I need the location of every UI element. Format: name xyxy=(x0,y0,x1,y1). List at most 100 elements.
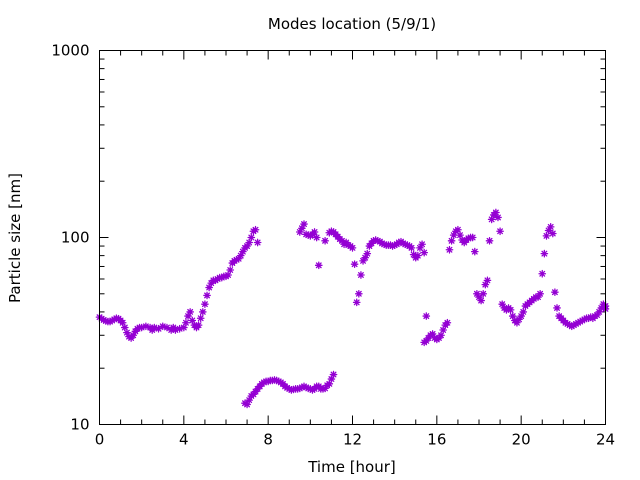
data-point xyxy=(357,271,365,279)
data-point xyxy=(230,257,239,265)
data-point xyxy=(325,379,334,388)
data-point xyxy=(226,266,235,274)
data-point xyxy=(245,396,254,404)
data-point xyxy=(194,321,203,329)
data-point xyxy=(506,306,515,314)
data-point xyxy=(595,308,604,316)
data-point xyxy=(354,289,363,298)
data-point xyxy=(593,311,601,319)
data-point xyxy=(171,326,180,334)
data-point xyxy=(576,317,585,326)
data-point xyxy=(388,242,397,250)
data-point xyxy=(272,376,281,385)
data-point xyxy=(247,233,256,242)
data-point xyxy=(175,324,184,333)
data-point xyxy=(239,247,247,256)
data-point xyxy=(561,318,570,327)
data-point xyxy=(496,227,504,236)
data-point xyxy=(110,315,119,324)
data-point xyxy=(154,324,163,333)
data-point xyxy=(298,224,306,233)
data-point xyxy=(475,293,483,301)
data-point xyxy=(373,236,382,245)
x-tick-label: 24 xyxy=(596,431,615,449)
data-point xyxy=(498,300,507,309)
data-points xyxy=(95,208,610,409)
data-point xyxy=(182,318,190,327)
data-point xyxy=(205,283,213,292)
data-point xyxy=(540,249,549,258)
data-point xyxy=(243,400,251,409)
data-point xyxy=(348,244,357,252)
data-point xyxy=(295,228,304,236)
data-point xyxy=(120,323,129,332)
data-point xyxy=(437,331,445,340)
data-point xyxy=(253,238,262,247)
data-point xyxy=(570,321,578,329)
data-point xyxy=(308,386,317,394)
data-point xyxy=(513,318,521,327)
data-point xyxy=(352,298,361,307)
data-point xyxy=(395,238,403,247)
data-point xyxy=(538,269,547,278)
data-point xyxy=(470,247,479,256)
data-point xyxy=(407,244,416,252)
plot-frame xyxy=(99,50,606,425)
data-point xyxy=(224,271,232,279)
data-point xyxy=(232,255,241,264)
data-point xyxy=(327,227,336,236)
data-point xyxy=(283,384,291,392)
data-point xyxy=(447,236,456,245)
data-point xyxy=(158,322,167,331)
data-point xyxy=(264,377,273,386)
data-point xyxy=(386,241,395,250)
data-point xyxy=(403,241,412,250)
data-point xyxy=(106,317,114,326)
data-point xyxy=(418,240,426,249)
data-point xyxy=(243,242,251,250)
data-point xyxy=(519,308,528,316)
data-point xyxy=(371,236,380,244)
data-point xyxy=(203,291,211,300)
data-point xyxy=(260,378,268,387)
data-point xyxy=(329,370,338,379)
data-point xyxy=(380,240,388,249)
y-tick-label: 1000 xyxy=(51,42,89,60)
data-point xyxy=(123,328,131,337)
data-point xyxy=(304,231,313,239)
data-point xyxy=(420,248,429,257)
data-point xyxy=(536,289,544,298)
data-point xyxy=(443,318,452,327)
data-point xyxy=(99,316,108,324)
data-point xyxy=(295,384,304,393)
data-point xyxy=(572,320,580,328)
data-point xyxy=(409,250,418,259)
x-tick-label: 20 xyxy=(512,431,531,449)
data-point xyxy=(416,244,424,252)
x-tick-label: 4 xyxy=(179,431,189,449)
data-point xyxy=(401,240,410,249)
data-point xyxy=(483,276,492,285)
data-point xyxy=(517,312,526,320)
x-tick-label: 8 xyxy=(263,431,273,449)
y-tick-label: 10 xyxy=(70,416,89,434)
data-point xyxy=(350,260,359,269)
data-point xyxy=(321,236,329,245)
data-point xyxy=(390,241,399,250)
data-point xyxy=(236,251,245,260)
data-point xyxy=(508,312,517,320)
axis-tick-labels: 0 4 8 12 16 20 24 10 100 1000 xyxy=(51,42,615,449)
data-point xyxy=(188,316,197,325)
data-point xyxy=(302,383,310,392)
axis-ticks xyxy=(99,50,606,425)
data-point xyxy=(314,261,323,270)
x-tick-label: 16 xyxy=(427,431,446,449)
data-point xyxy=(344,241,353,250)
data-point xyxy=(251,225,260,234)
data-point xyxy=(179,323,188,332)
data-point xyxy=(464,234,473,243)
data-point xyxy=(184,312,192,320)
data-point xyxy=(584,314,593,323)
data-point xyxy=(456,231,464,239)
